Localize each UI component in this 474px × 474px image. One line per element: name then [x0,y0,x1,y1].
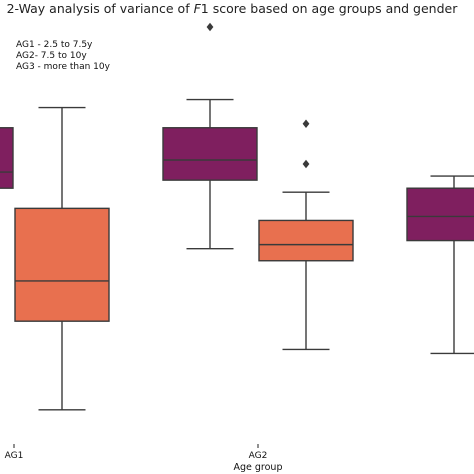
box-group [406,175,474,355]
box-body [14,207,110,322]
age-group-note: AG1 - 2.5 to 7.5y AG2- 7.5 to 10y AG3 - … [16,40,111,72]
box-group [0,127,14,189]
age-group-note-line: AG2- 7.5 to 10y [16,51,87,61]
outlier-point [302,159,310,169]
x-axis: AG1AG2AG3 [5,444,268,461]
box-body [162,127,258,181]
outlier-point [206,22,214,32]
age-group-note-line: AG3 - more than 10y [16,62,111,72]
x-axis-label: Age group [234,462,283,473]
box-group [162,22,258,250]
plot-area [0,22,474,411]
outlier-point [302,119,310,128]
chart-title: 2-Way analysis of variance of F1 score b… [7,1,459,16]
chart-title-italic: F [194,1,202,16]
box-body [406,187,474,242]
box-group [258,119,354,351]
chart-title-prefix: 2-Way analysis of variance of [7,1,194,16]
chart-title-suffix: 1 score based on age groups and gender [201,1,458,16]
x-tick-label: AG1 [5,451,24,461]
box-body [258,219,354,262]
box-body [0,127,14,189]
x-tick-label: AG2 [249,451,268,461]
age-group-note-line: AG1 - 2.5 to 7.5y [16,40,93,50]
box-group [14,106,110,411]
